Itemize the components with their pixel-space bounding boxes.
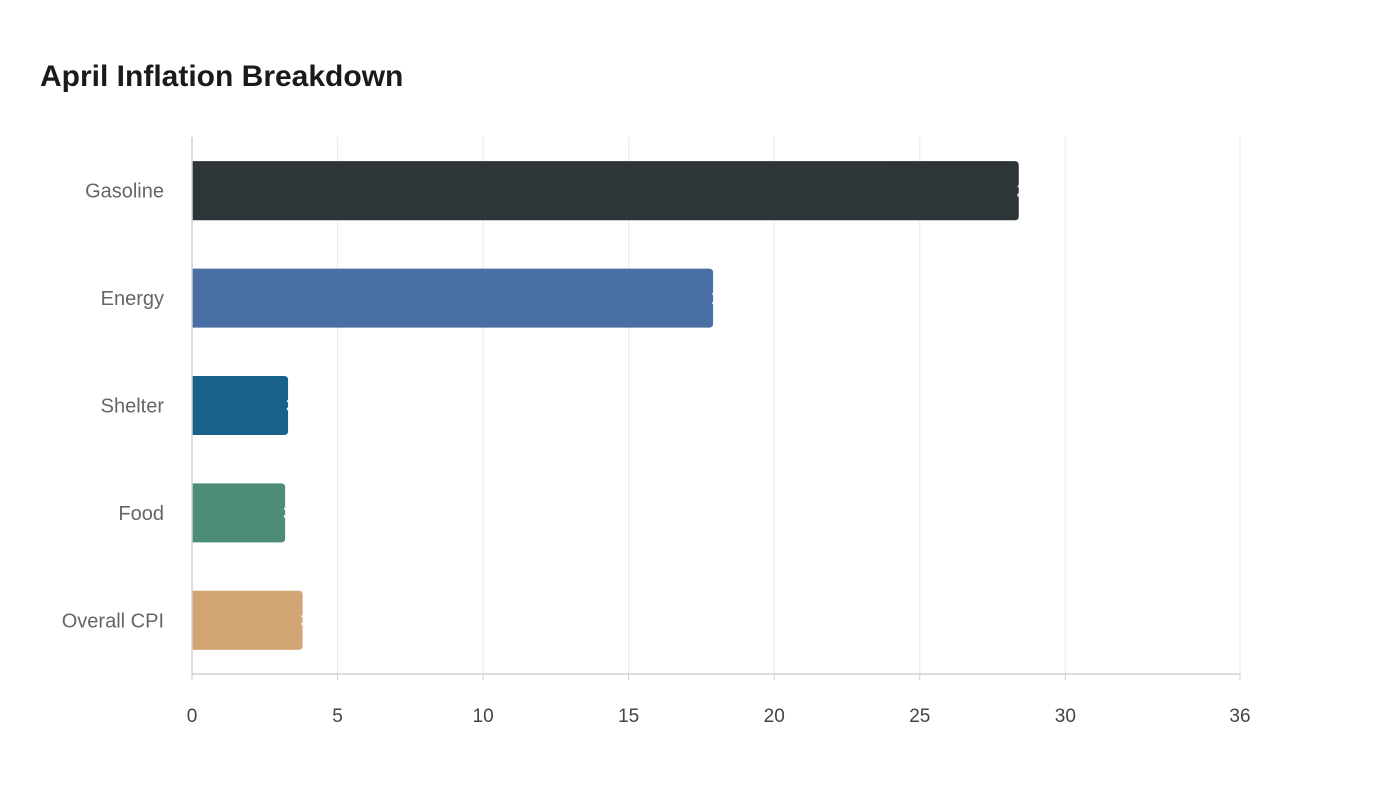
data-label: 3.2	[283, 503, 308, 523]
category-label: Gasoline	[85, 181, 164, 203]
bar-shelter	[192, 375, 289, 436]
bar-food	[192, 483, 286, 543]
x-tick-label: 36	[1229, 706, 1250, 727]
chart-title: April Inflation Breakdown	[40, 60, 404, 93]
x-tick-label: 30	[1055, 706, 1076, 727]
x-tick-label: 10	[473, 706, 494, 727]
data-label: 3.8	[301, 610, 326, 630]
category-label: Energy	[101, 288, 164, 310]
category-label: Shelter	[101, 396, 165, 418]
category-label: Food	[118, 503, 164, 525]
x-tick-label: 5	[332, 706, 343, 727]
x-tick-label: 20	[764, 706, 785, 727]
x-tick-label: 15	[618, 706, 639, 727]
bars	[192, 161, 1019, 650]
bar-overall-cpi	[192, 590, 303, 650]
axes: 0 5 10 15 20 25 30 36	[187, 137, 1251, 727]
data-label: 17.9	[711, 288, 746, 308]
data-label: 28.4	[1017, 181, 1052, 201]
bar-gasoline	[192, 161, 1019, 221]
data-label: 3.3	[286, 396, 311, 416]
grid-lines	[336, 137, 1241, 674]
x-tick-label: 0	[187, 706, 198, 727]
bar-energy	[192, 268, 714, 328]
category-label: Overall CPI	[62, 610, 164, 632]
x-tick-label: 25	[909, 706, 930, 727]
